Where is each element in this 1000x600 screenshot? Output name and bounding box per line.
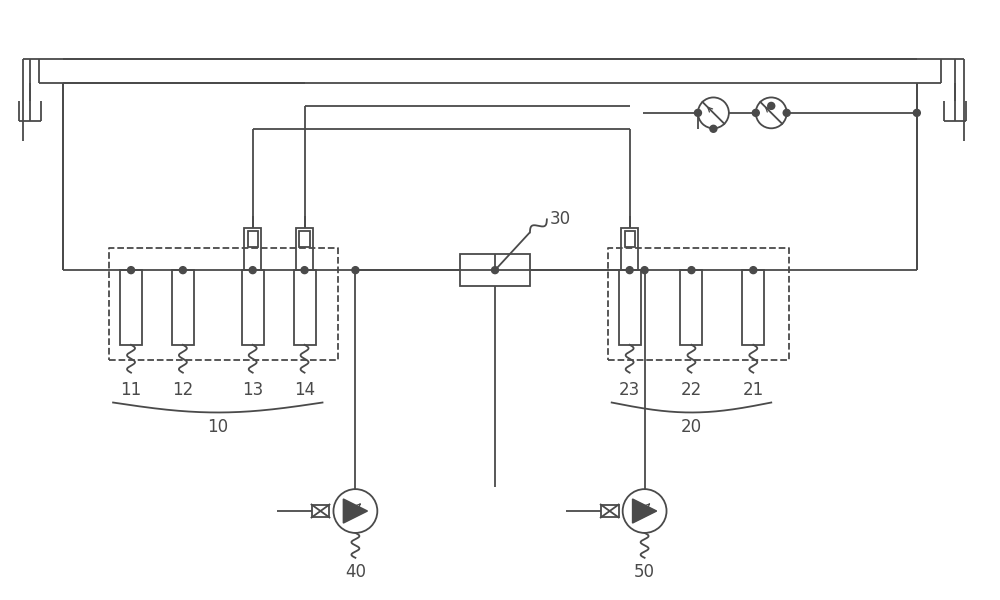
Text: 22: 22 [681,380,702,398]
Bar [621,229,638,270]
Circle shape [756,97,787,128]
Text: 50: 50 [634,563,655,581]
Circle shape [710,125,717,132]
Text: 30: 30 [550,211,571,229]
Bar [460,254,530,286]
Text: 13: 13 [242,380,263,398]
Circle shape [179,266,186,274]
Circle shape [626,266,633,274]
Text: 21: 21 [743,380,764,398]
Bar [244,229,261,270]
Circle shape [249,266,256,274]
Circle shape [492,266,499,274]
Bar [625,231,635,247]
Bar [120,270,142,345]
Polygon shape [633,499,657,523]
Circle shape [352,266,359,274]
Circle shape [688,266,695,274]
Text: 10: 10 [207,418,228,436]
Text: 20: 20 [681,418,702,436]
Text: 40: 40 [345,563,366,581]
Circle shape [641,266,648,274]
Circle shape [783,109,790,116]
Circle shape [768,103,775,109]
Bar [742,270,764,345]
Bar [680,270,702,345]
Bar [294,270,316,345]
Bar [296,229,313,270]
Bar [172,270,194,345]
Circle shape [623,489,667,533]
Polygon shape [343,499,367,523]
Circle shape [750,266,757,274]
Bar [299,231,310,247]
Circle shape [752,109,759,116]
Bar [312,505,329,517]
Text: 14: 14 [294,380,315,398]
Text: 11: 11 [120,380,142,398]
Circle shape [128,266,135,274]
Circle shape [913,109,920,116]
Bar [242,270,264,345]
Bar [248,231,258,247]
Circle shape [698,97,729,128]
Circle shape [301,266,308,274]
Text: 23: 23 [619,380,640,398]
Bar [619,270,641,345]
Circle shape [333,489,377,533]
Circle shape [694,109,701,116]
Text: 12: 12 [172,380,194,398]
Bar [601,505,619,517]
